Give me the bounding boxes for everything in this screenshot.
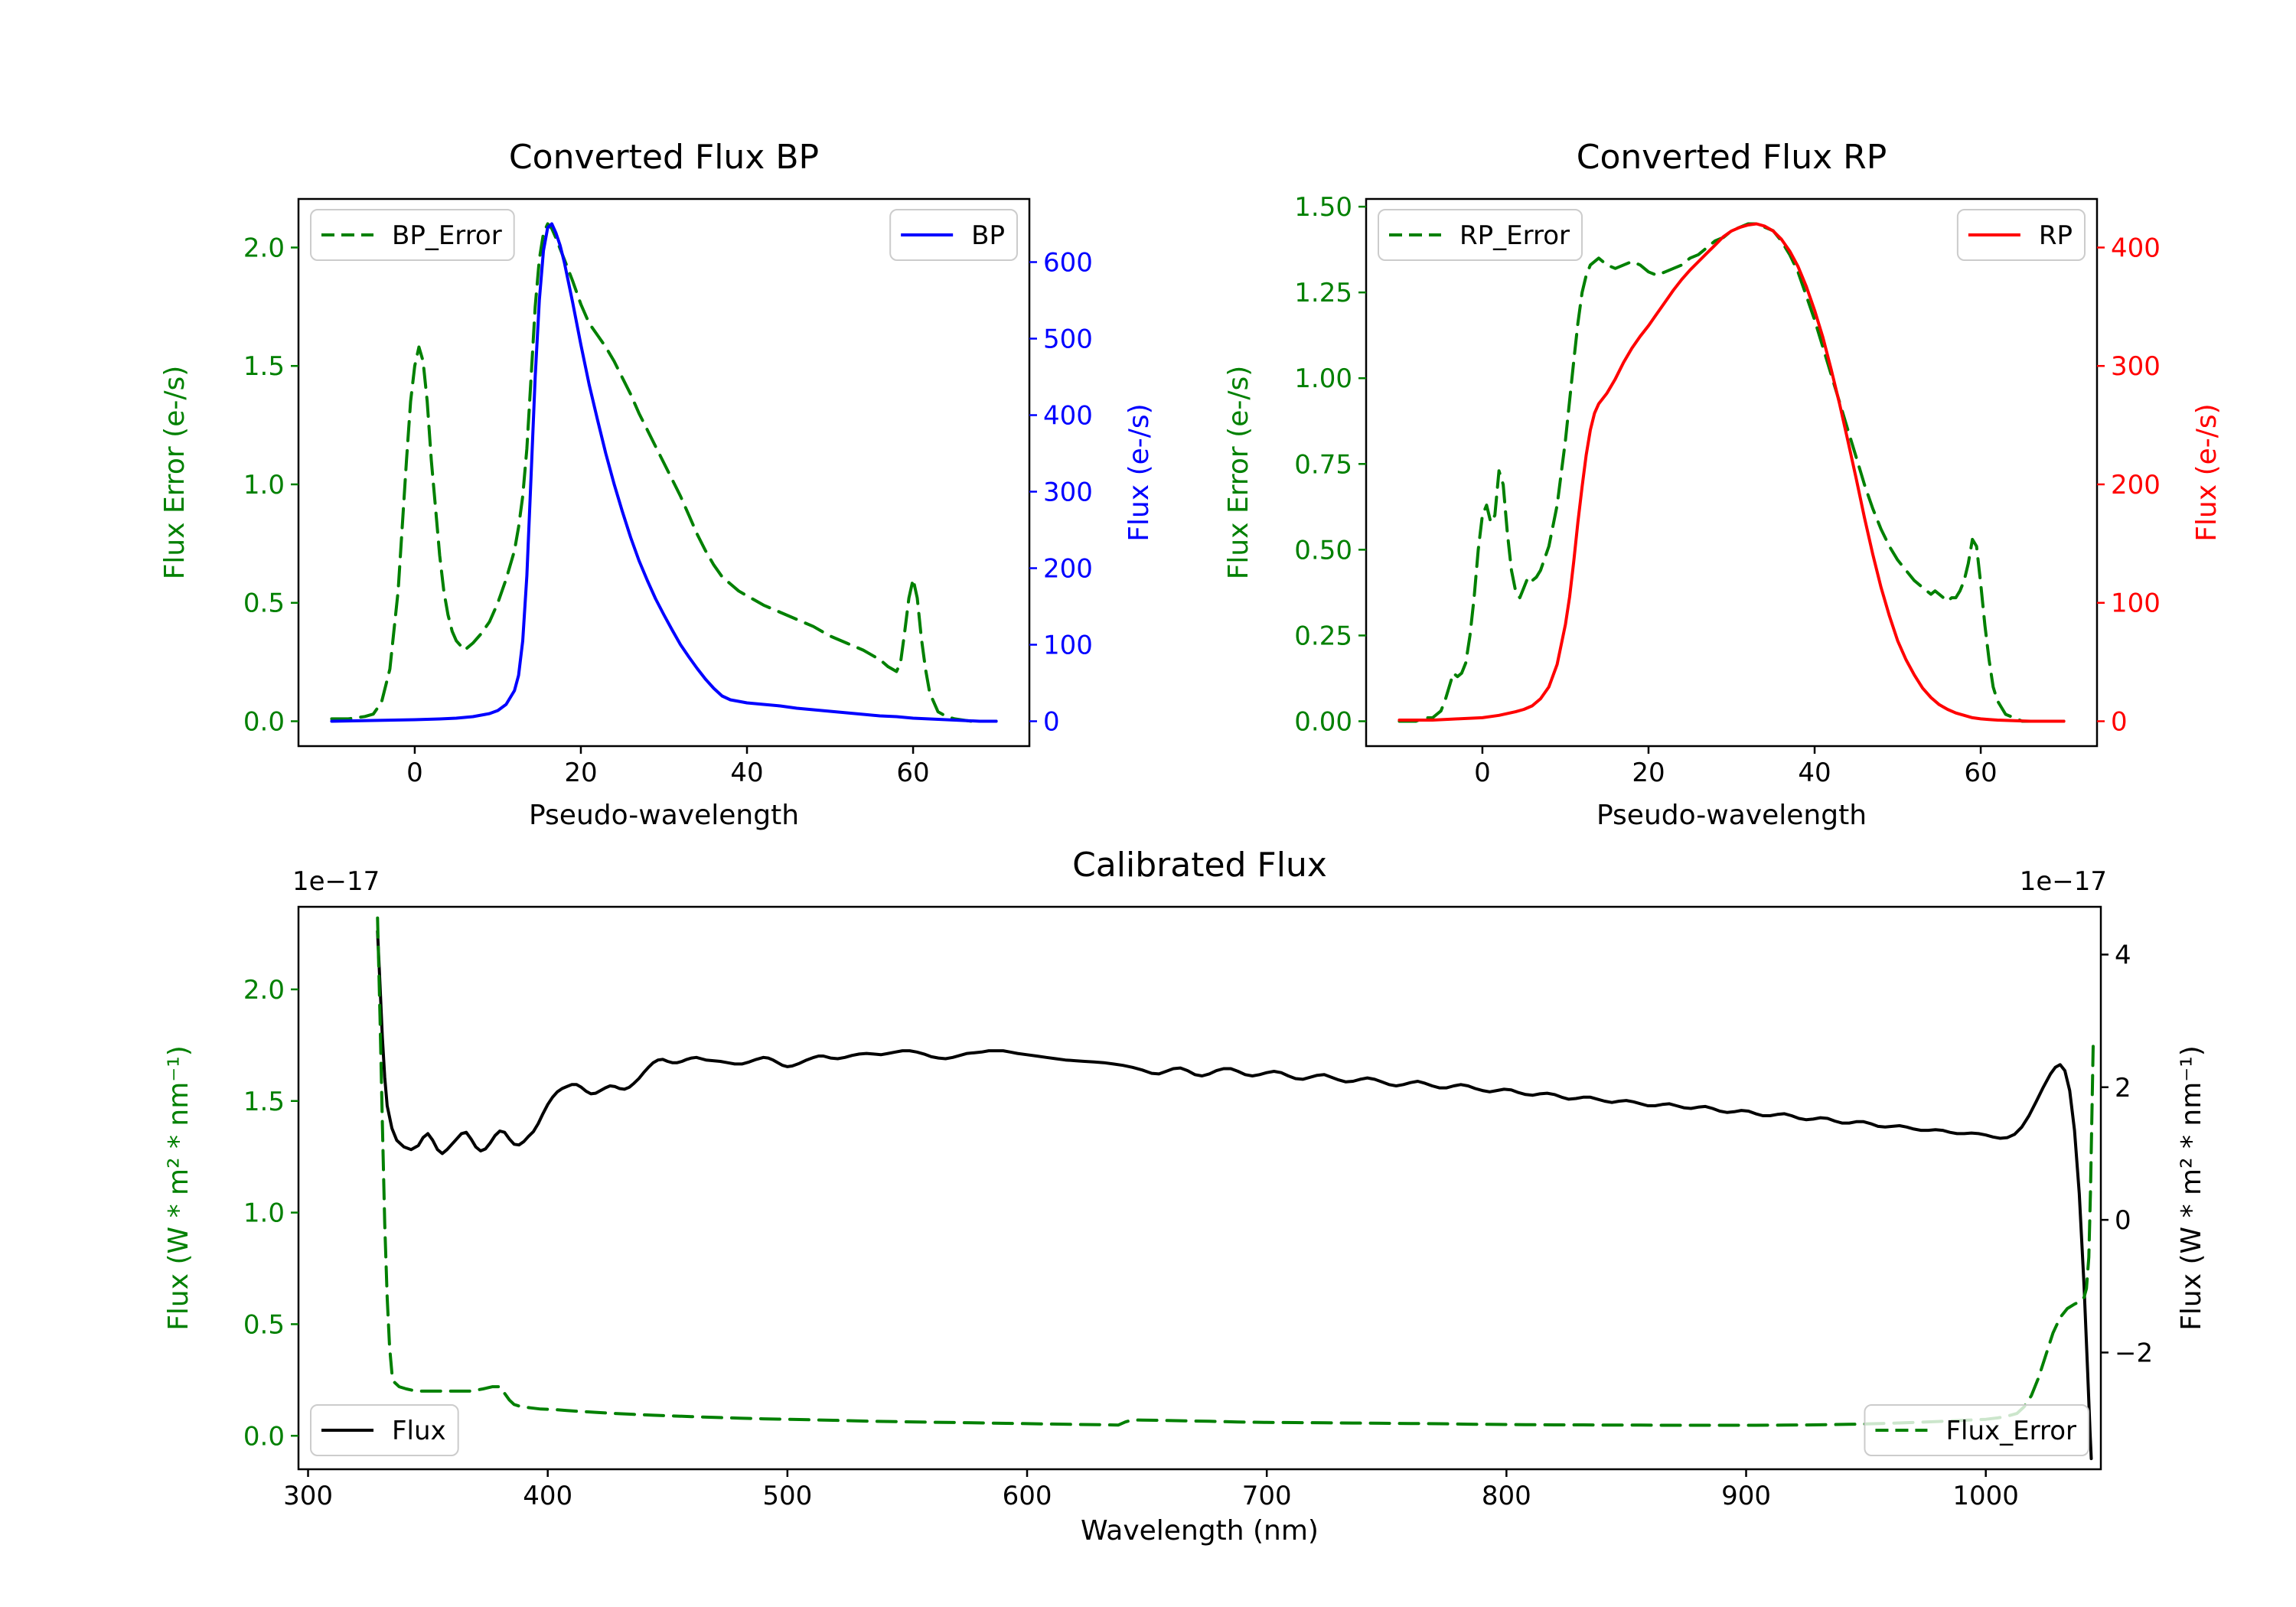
legend-RP_Error: RP_Error	[1378, 209, 1583, 261]
right-y-tick-label: 600	[1043, 248, 1093, 279]
left-y-tick-label: 1.50	[1294, 192, 1352, 223]
right-y-tick-label: −2	[2115, 1338, 2153, 1368]
x-tick-label: 700	[1242, 1481, 1292, 1511]
left-y-tick-label: 0.00	[1294, 707, 1352, 738]
legend-label: Flux_Error	[1945, 1416, 2076, 1446]
series-line-RP_Error	[1397, 222, 2066, 723]
series-line-RP	[1397, 222, 2066, 723]
right-axis-label: Flux (e-/s)	[2191, 403, 2223, 541]
legend-label: BP	[971, 220, 1005, 251]
x-axis-label: Pseudo-wavelength	[529, 800, 799, 831]
legend-Flux_Error: Flux_Error	[1864, 1404, 2089, 1456]
chart-title: Converted Flux BP	[509, 138, 819, 177]
right-y-tick-label: 4	[2115, 940, 2131, 970]
series-line-BP_Error	[330, 222, 998, 723]
left-y-tick-label: 0.25	[1294, 621, 1352, 651]
x-tick-label: 40	[1798, 758, 1831, 788]
chart-title: Calibrated Flux	[1072, 846, 1327, 885]
legend-box	[1378, 209, 1583, 261]
plot-border	[297, 197, 1031, 748]
right-y-tick-label: 300	[1043, 478, 1093, 508]
left-axis-label: Flux Error (e-/s)	[1223, 366, 1254, 580]
left-y-tick-label: 0.75	[1294, 449, 1352, 480]
legend-label: RP_Error	[1459, 220, 1570, 251]
legend-Flux: Flux	[310, 1404, 459, 1456]
left-y-tick-label: 0.50	[1294, 535, 1352, 566]
left-axis-label: Flux (W * m² * nm⁻¹)	[163, 1045, 194, 1331]
left-axis-offset-text: 1e−17	[292, 866, 380, 897]
series-line-Flux	[376, 930, 2093, 1461]
x-tick-label: 600	[1003, 1481, 1052, 1511]
right-y-tick-label: 400	[2111, 233, 2161, 263]
chart-bp: 0 20 40 60 0.0 0.5 1.0 1.5 2.0 Flux Error (e-/s) 0…	[159, 138, 1155, 831]
left-y-tick-label: 1.0	[243, 1198, 285, 1229]
x-tick-label: 500	[762, 1481, 812, 1511]
left-y-tick-label: 1.00	[1294, 363, 1352, 394]
x-tick-label: 800	[1482, 1481, 1531, 1511]
right-axis-offset-text: 1e−17	[2020, 866, 2107, 897]
left-y-tick-label: 2.0	[243, 975, 285, 1006]
right-y-tick-label: 200	[2111, 470, 2161, 500]
right-y-tick-label: 0	[2111, 707, 2128, 738]
x-axis-label: Wavelength (nm)	[1081, 1515, 1319, 1547]
left-y-tick-label: 1.0	[243, 470, 285, 500]
left-y-tick-label: 0.0	[243, 707, 285, 738]
left-y-tick-label: 0.5	[243, 588, 285, 619]
left-axis-label: Flux Error (e-/s)	[159, 366, 191, 580]
chart-title: Converted Flux RP	[1577, 138, 1887, 177]
right-y-tick-label: 200	[1043, 554, 1093, 585]
x-tick-label: 0	[1474, 758, 1491, 788]
left-y-tick-label: 0.0	[243, 1421, 285, 1452]
left-y-tick-label: 1.5	[243, 1087, 285, 1117]
legend-box	[310, 1404, 459, 1456]
legend-RP: RP	[1956, 209, 2086, 261]
left-y-tick-label: 0.5	[243, 1309, 285, 1340]
legend-box	[310, 209, 515, 261]
legend-BP_Error: BP_Error	[310, 209, 515, 261]
series-line-Flux_Error	[376, 916, 2095, 1427]
x-axis-label: Pseudo-wavelength	[1596, 800, 1867, 831]
chart-calibrated: 300 400 500 600 700 800 900 1000 0.0 0.5 1.0 1.5 2.0…	[163, 846, 2207, 1547]
legend-BP: BP	[889, 209, 1018, 261]
right-axis-label: Flux (e-/s)	[1124, 403, 1155, 541]
x-tick-label: 300	[283, 1481, 333, 1511]
x-tick-label: 1000	[1952, 1481, 2019, 1511]
x-tick-label: 20	[1632, 758, 1665, 788]
left-y-tick-label: 2.0	[243, 233, 285, 263]
legend-box	[1956, 209, 2086, 261]
plot-border	[297, 905, 2102, 1471]
legend-label: BP_Error	[392, 220, 502, 251]
series-line-BP	[330, 222, 998, 723]
x-tick-label: 60	[896, 758, 929, 788]
chart-rp: 0 20 40 60 0.00 0.25 0.50 0.75 1.00 1.25 1.50 Flux …	[1223, 138, 2223, 831]
right-y-tick-label: 100	[1043, 631, 1093, 661]
right-y-tick-label: 500	[1043, 324, 1093, 355]
right-axis-label: Flux (W * m² * nm⁻¹)	[2176, 1045, 2207, 1331]
x-tick-label: 400	[523, 1481, 572, 1511]
x-tick-label: 0	[406, 758, 423, 788]
right-y-tick-label: 400	[1043, 401, 1093, 432]
legend-label: Flux	[392, 1416, 446, 1446]
right-y-tick-label: 0	[1043, 707, 1060, 738]
x-tick-label: 60	[1964, 758, 1997, 788]
x-tick-label: 900	[1721, 1481, 1771, 1511]
legend-label: RP	[2039, 220, 2073, 251]
x-tick-label: 20	[564, 758, 597, 788]
right-y-tick-label: 2	[2115, 1073, 2131, 1103]
left-y-tick-label: 1.5	[243, 351, 285, 382]
legend-box	[1864, 1404, 2089, 1456]
x-tick-label: 40	[730, 758, 763, 788]
right-y-tick-label: 300	[2111, 351, 2161, 382]
plot-border	[1365, 197, 2099, 748]
legend-box	[889, 209, 1018, 261]
right-y-tick-label: 100	[2111, 588, 2161, 619]
right-y-tick-label: 0	[2115, 1205, 2131, 1236]
left-y-tick-label: 1.25	[1294, 278, 1352, 308]
